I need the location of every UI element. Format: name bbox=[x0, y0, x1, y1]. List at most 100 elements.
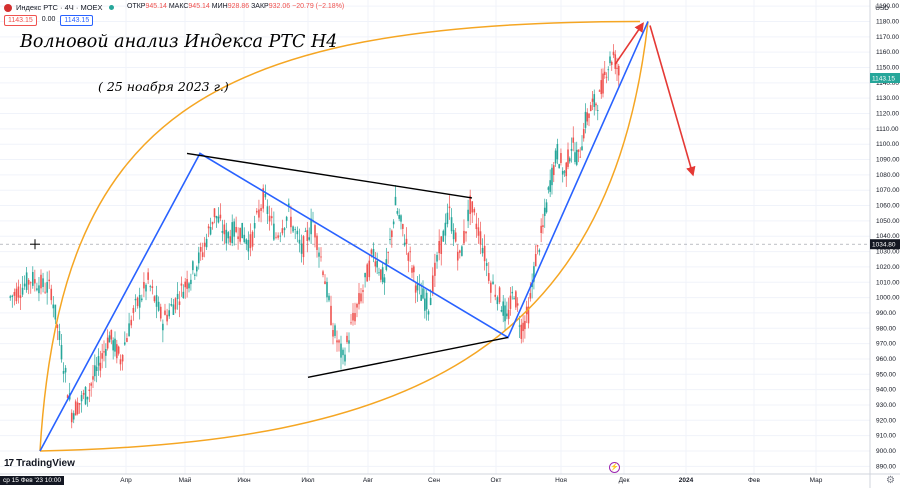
price-tick-label: 1160.00 bbox=[876, 49, 899, 56]
settings-gear-icon[interactable]: ⚙ bbox=[886, 475, 895, 486]
candle-body bbox=[78, 403, 81, 405]
candle-body bbox=[60, 344, 63, 360]
candle-body bbox=[211, 221, 214, 225]
candle-body bbox=[370, 249, 373, 254]
candle-body bbox=[524, 320, 526, 330]
candle-body bbox=[448, 206, 451, 209]
candle-body bbox=[46, 282, 48, 293]
candle-body bbox=[344, 354, 346, 362]
candle-body bbox=[600, 80, 603, 95]
candle-body bbox=[249, 234, 252, 249]
candle-body bbox=[542, 225, 544, 228]
price-tick-label: 1140.00 bbox=[876, 80, 899, 87]
candle-body bbox=[442, 230, 445, 242]
candle-body bbox=[516, 303, 519, 306]
candle-body bbox=[616, 67, 618, 69]
candle-body bbox=[354, 313, 356, 322]
candle-body bbox=[565, 162, 568, 177]
candle-body bbox=[434, 262, 436, 276]
candle-body bbox=[245, 239, 248, 245]
candle-body bbox=[575, 149, 578, 165]
candle-body bbox=[209, 227, 212, 235]
candle-body bbox=[82, 393, 85, 395]
candle-body bbox=[108, 335, 111, 343]
candle-body bbox=[614, 54, 617, 69]
current-price-box bbox=[870, 73, 900, 84]
candle-body bbox=[436, 254, 438, 262]
candle-body bbox=[279, 235, 282, 237]
candle-body bbox=[164, 310, 166, 315]
candle-body bbox=[149, 286, 152, 288]
candle-body bbox=[130, 319, 133, 326]
candle-body bbox=[358, 293, 360, 305]
candle-body bbox=[531, 283, 533, 288]
candle-body bbox=[380, 269, 382, 280]
orange-arc-lower bbox=[39, 21, 649, 452]
candle-body bbox=[394, 196, 397, 206]
candle-body bbox=[425, 292, 428, 310]
candle-body bbox=[243, 234, 246, 243]
candle-body bbox=[128, 323, 130, 337]
candle-body bbox=[360, 293, 362, 302]
candle-body bbox=[136, 297, 139, 307]
crosshair-price-label: 1034.80 bbox=[872, 242, 896, 249]
time-tick-label: Июл bbox=[301, 477, 314, 484]
candle-body bbox=[504, 305, 506, 322]
spread-chip: 0.00 bbox=[39, 15, 58, 26]
currency-label[interactable]: USD bbox=[875, 5, 889, 12]
candle-body bbox=[88, 389, 91, 391]
candle-body bbox=[494, 294, 497, 297]
candle-body bbox=[19, 295, 22, 299]
candle-body bbox=[21, 287, 24, 295]
candle-body bbox=[469, 195, 471, 215]
candle-body bbox=[34, 279, 36, 284]
time-tick-label: Ноя bbox=[555, 477, 567, 484]
candle-body bbox=[178, 301, 181, 305]
symbol-label: Индекс РТС · 4Ч · MOEX bbox=[16, 3, 103, 12]
candle-body bbox=[29, 282, 32, 284]
candle-body bbox=[522, 322, 524, 332]
price-tick-label: 990.00 bbox=[876, 310, 896, 317]
sell-price-chip[interactable]: 1143.15 bbox=[4, 15, 37, 26]
candle-body bbox=[440, 236, 443, 254]
candle-body bbox=[141, 298, 143, 301]
candle-body bbox=[294, 229, 296, 230]
candle-body bbox=[511, 291, 514, 294]
candle-body bbox=[176, 293, 179, 300]
candle-body bbox=[197, 252, 200, 264]
event-bolt-icon[interactable]: ⚡ bbox=[609, 462, 620, 473]
candle-body bbox=[123, 342, 126, 345]
candle-body bbox=[471, 201, 474, 213]
price-tick-label: 900.00 bbox=[876, 448, 896, 455]
candle-body bbox=[446, 212, 449, 225]
candle-body bbox=[237, 236, 239, 240]
candle-body bbox=[543, 207, 546, 216]
tradingview-logo[interactable]: 17 TradingView bbox=[4, 458, 75, 469]
triangle-lower-line bbox=[307, 336, 509, 379]
buy-price-chip[interactable]: 1143.15 bbox=[60, 15, 94, 26]
symbol-title[interactable]: Индекс РТС · 4Ч · MOEX bbox=[4, 3, 114, 12]
candle-body bbox=[534, 253, 537, 267]
candle-body bbox=[159, 306, 162, 319]
candle-body bbox=[391, 230, 393, 238]
candle-body bbox=[241, 222, 243, 239]
candle-body bbox=[549, 180, 551, 192]
price-tick-label: 1190.00 bbox=[876, 3, 899, 10]
candle-body bbox=[95, 366, 98, 372]
price-tick-label: 1100.00 bbox=[876, 141, 899, 148]
candle-body bbox=[589, 105, 592, 112]
candle-body bbox=[166, 314, 168, 322]
candle-body bbox=[253, 223, 256, 229]
candle-body bbox=[184, 281, 187, 288]
candle-body bbox=[80, 395, 83, 402]
candle-body bbox=[260, 207, 262, 211]
time-tick-label: Июн bbox=[237, 477, 251, 484]
candle-body bbox=[336, 340, 338, 343]
candle-body bbox=[318, 252, 320, 257]
candle-body bbox=[306, 230, 309, 241]
price-tick-label: 910.00 bbox=[876, 433, 896, 440]
candle-body bbox=[536, 245, 539, 247]
candle-body bbox=[617, 65, 620, 76]
candle-body bbox=[422, 288, 424, 299]
